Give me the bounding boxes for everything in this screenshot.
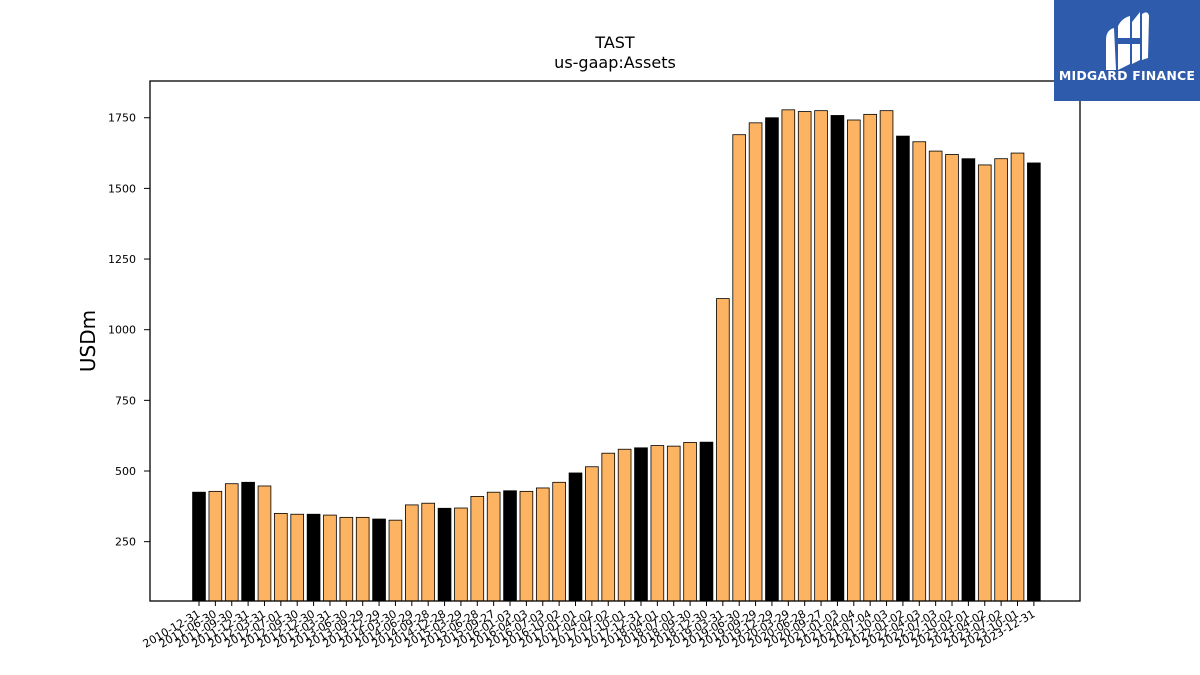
bar-2021-09-30 — [896, 135, 910, 602]
y-tick-label: 750 — [115, 394, 136, 407]
bar-2013-12-31 — [388, 519, 403, 602]
bar-2020-06-30 — [814, 110, 828, 602]
y-axis: 250 500 750 1000 1250 1500 1750 — [108, 112, 150, 549]
bar-2011-06-30 — [224, 483, 239, 602]
bar-2011-12-31 — [257, 485, 272, 602]
bar-2015-06-30 — [486, 491, 501, 602]
bar-2022-09-30 — [961, 158, 976, 602]
y-tick-label: 1250 — [108, 253, 136, 266]
y-tick-label: 1500 — [108, 182, 136, 195]
bar-2023-06-30 — [1010, 152, 1025, 602]
brand-logo: MIDGARD FINANCE — [1054, 0, 1200, 101]
bar-2012-12-31 — [323, 514, 337, 602]
bar-2011-03-31 — [208, 490, 223, 602]
bar-2022-03-31 — [928, 150, 943, 602]
bar-2021-12-31 — [912, 141, 927, 602]
bar-2016-12-31 — [585, 466, 599, 602]
bar-2016-03-31 — [535, 487, 550, 602]
y-tick-label: 1750 — [108, 112, 136, 125]
bar-2023-09-30 — [1027, 162, 1041, 602]
bar-2020-03-31 — [797, 111, 812, 602]
bar-2019-03-31 — [732, 134, 747, 602]
bar-2013-03-31 — [339, 516, 354, 602]
bar-2018-03-31 — [666, 445, 681, 602]
plot-frame — [149, 80, 1081, 602]
bar-2010-12-31 — [192, 491, 206, 602]
bar-2012-06-30 — [290, 513, 305, 602]
bar-2021-03-31 — [863, 113, 877, 602]
y-tick-label: 500 — [115, 465, 136, 478]
bar-2021-06-30 — [879, 110, 894, 602]
y-tick-label: 250 — [115, 536, 136, 549]
bar-2015-12-31 — [519, 490, 534, 602]
bar-2019-12-31 — [781, 109, 796, 602]
bars — [192, 109, 1041, 602]
bar-2014-09-30 — [437, 507, 452, 602]
bar-2013-09-30 — [372, 518, 386, 602]
bar-2020-09-30 — [830, 115, 845, 602]
bar-2017-12-31 — [650, 445, 665, 602]
bar-2014-06-30 — [421, 502, 435, 602]
bar-2014-12-31 — [454, 507, 468, 602]
bar-2011-09-30 — [241, 481, 255, 602]
bar-2019-09-30 — [765, 117, 779, 602]
bar-2013-06-30 — [355, 516, 370, 602]
bar-2018-12-31 — [716, 298, 730, 602]
bar-2016-06-30 — [552, 481, 566, 602]
bar-2018-06-30 — [683, 442, 697, 602]
bar-2022-06-30 — [945, 154, 959, 602]
bar-2017-03-31 — [601, 452, 616, 602]
y-axis-label: USDm — [76, 310, 100, 372]
bar-2019-06-30 — [748, 122, 763, 602]
brand-logo-icon — [1106, 12, 1149, 70]
bar-2017-06-30 — [617, 448, 632, 602]
brand-name: MIDGARD FINANCE — [1058, 68, 1196, 83]
bar-2016-09-30 — [568, 472, 583, 602]
chart-subtitle: us-gaap:Assets — [554, 53, 676, 72]
bar-2014-03-31 — [405, 504, 419, 602]
bar-2018-09-30 — [699, 441, 714, 602]
bar-2012-03-31 — [274, 512, 288, 602]
x-axis: 2010-12-312011-06-302011-09-302011-12-31… — [141, 601, 1037, 651]
bar-2012-09-30 — [306, 513, 321, 602]
bar-2017-09-30 — [634, 447, 648, 602]
y-tick-label: 1000 — [108, 324, 136, 337]
chart-title: TAST — [594, 33, 635, 52]
bar-2023-03-31 — [994, 158, 1008, 602]
bar-2015-03-31 — [470, 496, 485, 602]
bar-2022-12-31 — [977, 164, 992, 602]
bar-2015-09-30 — [503, 490, 517, 602]
bar-2020-12-31 — [847, 119, 861, 602]
